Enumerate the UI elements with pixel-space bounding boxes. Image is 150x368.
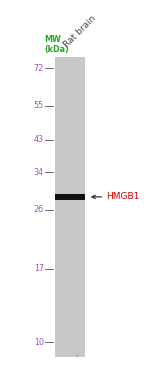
Text: 43: 43: [34, 135, 44, 144]
Bar: [55, 194, 85, 200]
Text: 55: 55: [34, 101, 44, 110]
Text: 34: 34: [34, 168, 44, 177]
Text: 17: 17: [34, 264, 44, 273]
Text: 26: 26: [34, 205, 44, 214]
Text: (kDa): (kDa): [45, 45, 69, 54]
Text: Rat brain: Rat brain: [62, 14, 98, 50]
Text: 72: 72: [34, 64, 44, 72]
Bar: [55, 57, 85, 357]
Text: 10: 10: [34, 338, 44, 347]
Text: MW: MW: [45, 35, 62, 44]
Text: HMGB1: HMGB1: [106, 192, 139, 201]
